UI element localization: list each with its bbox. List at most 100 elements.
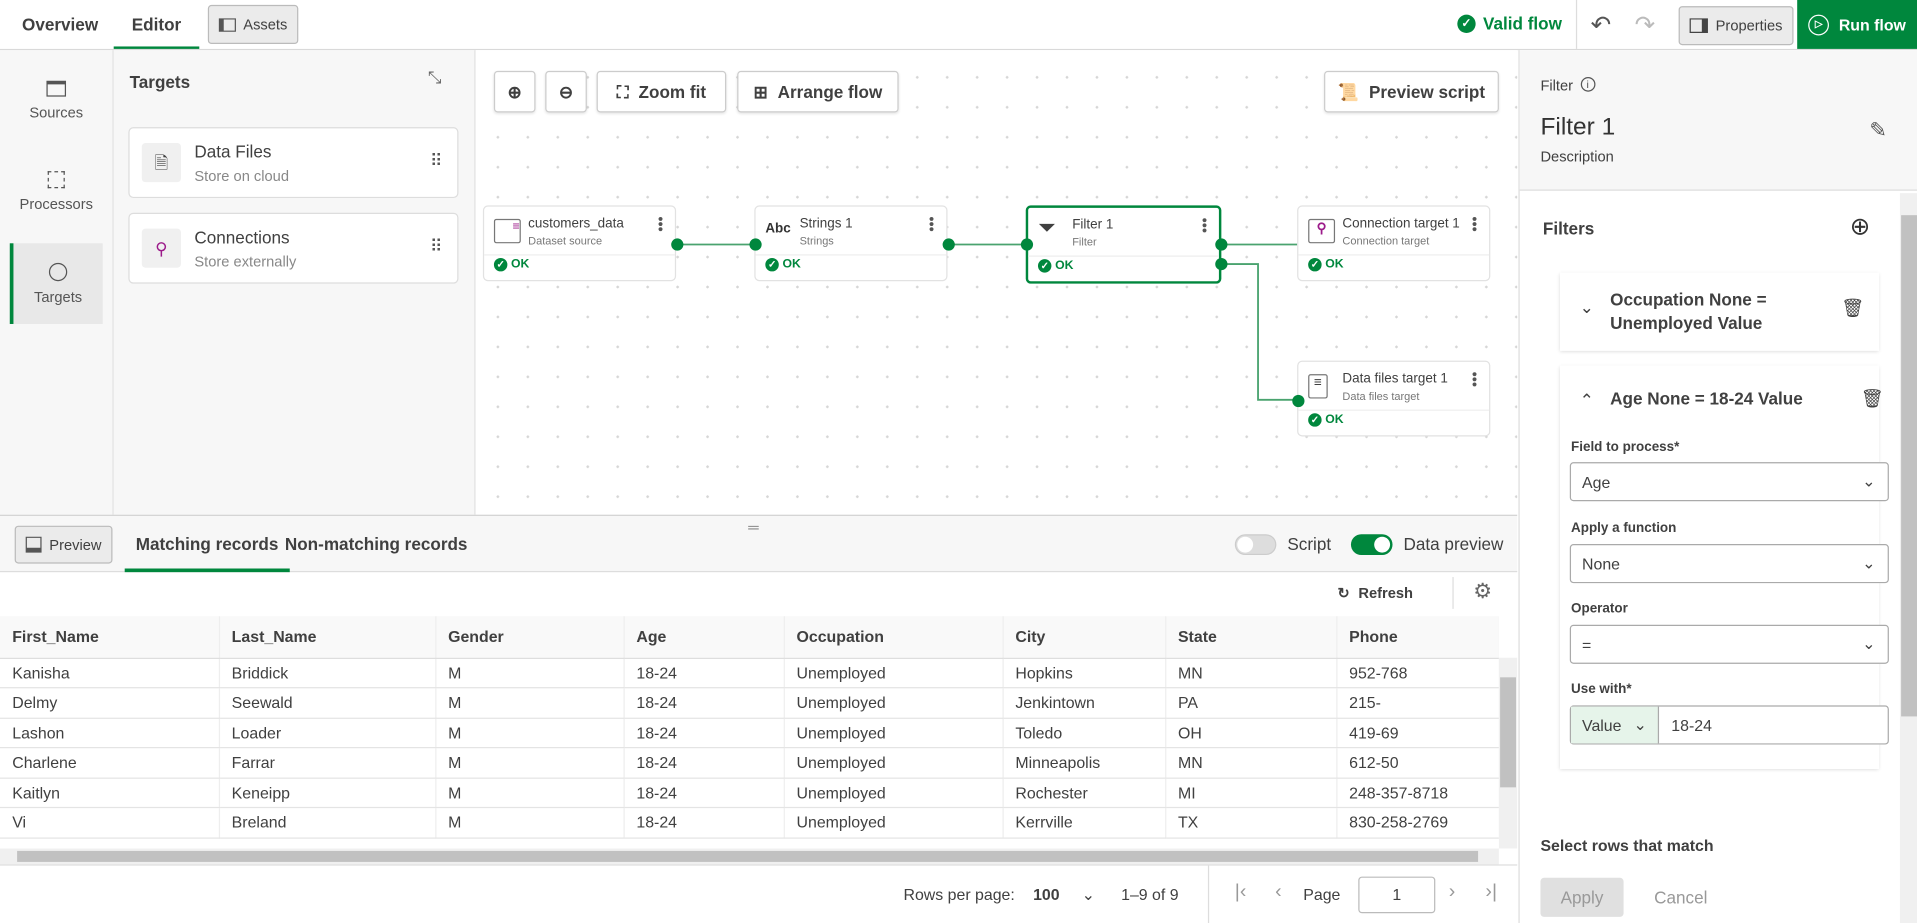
column-header[interactable]: Last_Name: [218, 616, 436, 659]
next-page-icon[interactable]: ›: [1448, 881, 1456, 903]
rail-item-targets[interactable]: Targets: [9, 243, 103, 324]
table-cell: 18-24: [623, 807, 785, 839]
preview-button[interactable]: Preview: [14, 525, 113, 564]
table-cell: 18-24: [623, 687, 785, 719]
chevron-down-icon: ⌄: [1862, 634, 1876, 653]
table-cell: Toledo: [1002, 717, 1166, 749]
panel-bottom-icon: [25, 536, 42, 553]
column-header[interactable]: Phone: [1336, 616, 1499, 659]
table-cell: PA: [1165, 687, 1337, 719]
input-port[interactable]: [1292, 394, 1305, 408]
table-cell: 830-258-2769: [1336, 807, 1499, 839]
node-connection-target-1[interactable]: ⚲ Connection target 1 Connection target •…: [1297, 205, 1491, 282]
rail-item-processors[interactable]: Processors: [10, 152, 103, 233]
use-with-value-input[interactable]: 18-24: [1671, 715, 1712, 735]
file-icon: 🗎: [141, 143, 181, 183]
more-icon[interactable]: •••: [651, 216, 669, 232]
tab-non-matching-records[interactable]: Non-matching records: [284, 534, 468, 554]
vertical-scrollbar[interactable]: [1498, 657, 1518, 849]
target-item-connections[interactable]: ⚲ Connections Store externally ⠿: [128, 212, 459, 284]
column-header[interactable]: Occupation: [783, 616, 1004, 659]
use-with-type-select[interactable]: Value ⌄: [1571, 706, 1660, 744]
collapse-icon[interactable]: ⤡: [427, 67, 442, 87]
rail-item-sources[interactable]: Sources: [10, 60, 103, 141]
data-preview-toggle[interactable]: [1350, 534, 1393, 556]
tab-matching-records[interactable]: Matching records: [124, 516, 290, 573]
table-cell: Farrar: [218, 747, 436, 779]
resize-handle-icon[interactable]: ═: [748, 518, 759, 536]
column-header[interactable]: Gender: [435, 616, 625, 659]
table-cell: Vi: [0, 807, 220, 839]
node-strings-1[interactable]: Abc Strings 1 Strings ••• ✓ OK: [749, 205, 955, 282]
gear-icon[interactable]: ⚙: [1473, 579, 1492, 603]
node-data-files-target-1[interactable]: ≡ Data files target 1 Data files target •…: [1292, 360, 1491, 437]
input-port[interactable]: [749, 238, 762, 251]
add-filter-icon[interactable]: ⊕: [1849, 213, 1871, 241]
table-cell: MI: [1165, 777, 1337, 809]
filter-item-occupation[interactable]: ⌄ Occupation None = Unemployed Value 🗑: [1560, 272, 1880, 351]
run-flow-button[interactable]: ▷ Run flow: [1797, 0, 1917, 49]
table-cell: Loader: [218, 717, 436, 749]
panel-scrollbar[interactable]: [1899, 193, 1917, 923]
tab-overview[interactable]: Overview: [22, 14, 99, 35]
pagination: Rows per page: 100 ⌄ 1–9 of 9 |‹ ‹ Page 1…: [0, 864, 1518, 923]
redo-icon[interactable]: ↷: [1634, 12, 1656, 40]
function-select[interactable]: None ⌄: [1569, 544, 1889, 584]
target-item-data-files[interactable]: 🗎 Data Files Store on cloud ⠿: [128, 127, 459, 199]
apply-button[interactable]: Apply: [1540, 877, 1624, 917]
chevron-up-icon[interactable]: ⌃: [1579, 390, 1594, 410]
edit-icon[interactable]: ✎: [1869, 118, 1887, 142]
refresh-button[interactable]: ↻ Refresh: [1337, 584, 1413, 602]
check-icon: ✓: [1308, 257, 1322, 272]
more-icon[interactable]: •••: [1195, 217, 1213, 234]
node-customers-data[interactable]: ≡ customers_data Dataset source ••• ✓ OK: [482, 205, 684, 282]
more-icon[interactable]: •••: [1465, 371, 1483, 388]
status-ok: ✓ OK: [1308, 413, 1344, 427]
table-cell: M: [435, 807, 625, 839]
zoom-fit-button[interactable]: ⛶ Zoom fit: [596, 70, 727, 113]
table-cell: Hopkins: [1002, 657, 1166, 689]
field-select[interactable]: Age ⌄: [1569, 462, 1889, 502]
zoom-out-button[interactable]: ⊖: [545, 70, 587, 113]
tab-editor[interactable]: Editor: [113, 0, 200, 49]
fit-icon: ⛶: [616, 81, 629, 101]
trash-icon[interactable]: 🗑: [1860, 388, 1885, 410]
prev-page-icon[interactable]: ‹: [1275, 881, 1282, 903]
input-port[interactable]: [1020, 238, 1034, 251]
properties-button[interactable]: Properties: [1678, 6, 1794, 46]
script-toggle[interactable]: [1234, 534, 1277, 556]
output-port[interactable]: [1215, 238, 1228, 251]
column-header[interactable]: First_Name: [0, 616, 220, 659]
drag-handle-icon[interactable]: ⠿: [430, 235, 443, 256]
column-header[interactable]: Age: [623, 616, 785, 659]
column-header[interactable]: City: [1002, 616, 1166, 659]
undo-icon[interactable]: ↶: [1590, 12, 1612, 40]
more-icon[interactable]: •••: [1465, 216, 1483, 232]
trash-icon[interactable]: 🗑: [1841, 298, 1865, 320]
output-port[interactable]: [1215, 257, 1228, 271]
flow-canvas[interactable]: ⊕ ⊖ ⛶ Zoom fit ⊞ Arrange flow 📜 Preview scr…: [475, 50, 1518, 515]
table-row: Delmy Seewald M 18-24 Unemployed Jenkintown PA…: [0, 687, 1499, 719]
table-cell: Jenkintown: [1002, 687, 1166, 719]
output-port[interactable]: [942, 238, 955, 251]
node-filter-1[interactable]: ⏷ Filter 1 Filter ••• ✓ OK: [1020, 205, 1228, 284]
arrange-flow-button[interactable]: ⊞ Arrange flow: [737, 70, 899, 113]
preview-script-button[interactable]: 📜 Preview script: [1324, 70, 1499, 113]
more-icon[interactable]: •••: [923, 216, 941, 232]
rows-per-page-select[interactable]: 100 ⌄: [1033, 885, 1095, 904]
output-port[interactable]: [671, 238, 684, 251]
page-input[interactable]: 1: [1358, 876, 1436, 914]
chevron-down-icon[interactable]: ⌄: [1579, 297, 1594, 317]
info-icon[interactable]: i: [1580, 77, 1596, 92]
operator-select[interactable]: = ⌄: [1569, 624, 1889, 664]
zoom-in-button[interactable]: ⊕: [493, 70, 536, 113]
last-page-icon[interactable]: ›|: [1485, 881, 1498, 903]
drag-handle-icon[interactable]: ⠿: [430, 150, 443, 170]
column-header[interactable]: State: [1165, 616, 1337, 659]
assets-button[interactable]: Assets: [207, 4, 299, 45]
horizontal-scrollbar[interactable]: [0, 848, 1499, 865]
connections: [676, 243, 1298, 401]
first-page-icon[interactable]: |‹: [1234, 881, 1247, 903]
cancel-button[interactable]: Cancel: [1654, 887, 1708, 908]
table-cell: 18-24: [623, 747, 785, 779]
